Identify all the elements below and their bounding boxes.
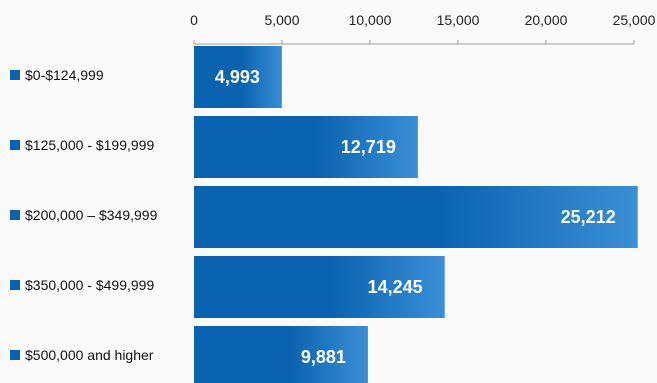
bar: [194, 116, 418, 178]
x-tick-label: 15,000: [437, 12, 480, 28]
category-marker-icon: [10, 350, 20, 360]
category-label: $0-$124,999: [25, 67, 104, 83]
bar-value-label: 25,212: [561, 207, 616, 227]
bar: [194, 256, 445, 318]
bar: [194, 46, 282, 108]
category-label: $500,000 and higher: [25, 347, 154, 363]
category-marker-icon: [10, 70, 20, 80]
category-label: $350,000 - $499,999: [25, 277, 154, 293]
bar-value-label: 4,993: [215, 67, 260, 87]
x-tick-label: 0: [190, 12, 198, 28]
bar: [194, 326, 368, 383]
bar-value-label: 14,245: [368, 277, 423, 297]
category-label: $125,000 - $199,999: [25, 137, 154, 153]
x-axis: 0 5,000 10,000 15,000 20,000 25,000: [190, 12, 656, 45]
x-tick-label: 10,000: [349, 12, 392, 28]
x-tick-label: 25,000: [613, 12, 656, 28]
category-marker-icon: [10, 210, 20, 220]
bar-value-label: 12,719: [341, 137, 396, 157]
x-tick-label: 5,000: [264, 12, 299, 28]
x-tick-label: 20,000: [525, 12, 568, 28]
category-label: $200,000 – $349,999: [25, 207, 158, 223]
bars: 4,993 12,719 25,212 14,245 9,881: [194, 46, 638, 383]
bar: [194, 186, 638, 248]
category-labels: $0-$124,999 $125,000 - $199,999 $200,000 –…: [10, 67, 158, 363]
category-marker-icon: [10, 280, 20, 290]
category-marker-icon: [10, 140, 20, 150]
bar-value-label: 9,881: [301, 347, 346, 367]
